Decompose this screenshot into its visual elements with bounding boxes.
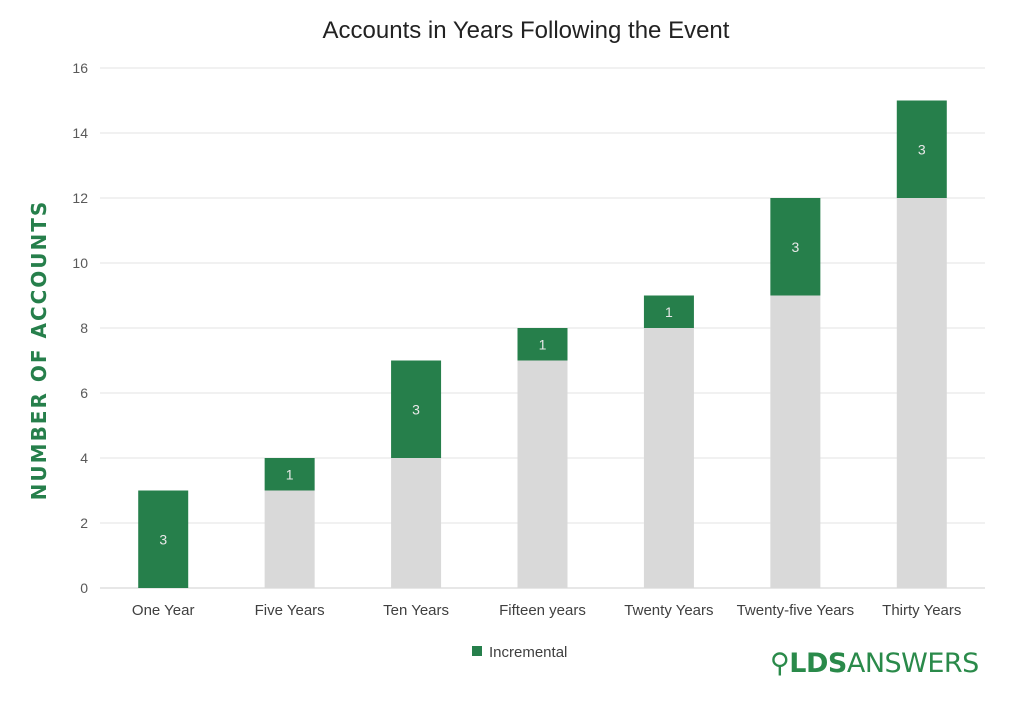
- chart-title: Accounts in Years Following the Event: [323, 17, 730, 44]
- y-tick-label: 2: [80, 515, 88, 531]
- data-label: 3: [791, 239, 799, 255]
- bar-base: [896, 198, 947, 588]
- bar-incremental: [770, 198, 821, 296]
- y-axis-label: NUMBER OF ACCOUNTS: [27, 200, 51, 501]
- y-tick-label: 6: [80, 385, 88, 401]
- x-tick-label: Thirty Years: [882, 602, 961, 619]
- bar-incremental: [138, 490, 189, 588]
- data-label: 1: [539, 336, 547, 352]
- bar-base: [770, 295, 821, 588]
- y-tick-label: 12: [72, 190, 88, 206]
- x-tick-label: One Year: [132, 602, 195, 619]
- bar-incremental: [391, 360, 442, 458]
- y-tick-label: 16: [72, 60, 88, 76]
- x-tick-label: Five Years: [255, 602, 325, 619]
- bar-base: [264, 490, 315, 588]
- y-tick-label: 4: [80, 450, 88, 466]
- bar-incremental: [896, 100, 947, 198]
- x-tick-label: Twenty Years: [624, 602, 713, 619]
- bar-incremental: [264, 458, 315, 491]
- bar-base: [517, 360, 568, 588]
- y-tick-label: 0: [80, 580, 88, 596]
- x-tick-label: Ten Years: [383, 602, 449, 619]
- magnifier-icon: ⚲: [770, 648, 790, 679]
- bar-incremental: [643, 295, 694, 328]
- lds-answers-logo: ⚲LDSANSWERS: [770, 648, 979, 679]
- y-tick-label: 10: [72, 255, 88, 271]
- data-label: 1: [665, 304, 673, 320]
- legend-label: Incremental: [489, 644, 567, 661]
- bar-incremental: [517, 328, 568, 361]
- data-label: 1: [286, 466, 294, 482]
- y-tick-label: 14: [72, 125, 88, 141]
- bar-base: [391, 458, 442, 588]
- data-label: 3: [159, 531, 167, 547]
- data-label: 3: [412, 401, 420, 417]
- x-tick-label: Fifteen years: [499, 602, 586, 619]
- x-tick-label: Twenty-five Years: [737, 602, 855, 619]
- data-label: 3: [918, 141, 926, 157]
- legend-swatch: [472, 646, 482, 656]
- bar-base: [643, 328, 694, 588]
- y-tick-label: 8: [80, 320, 88, 336]
